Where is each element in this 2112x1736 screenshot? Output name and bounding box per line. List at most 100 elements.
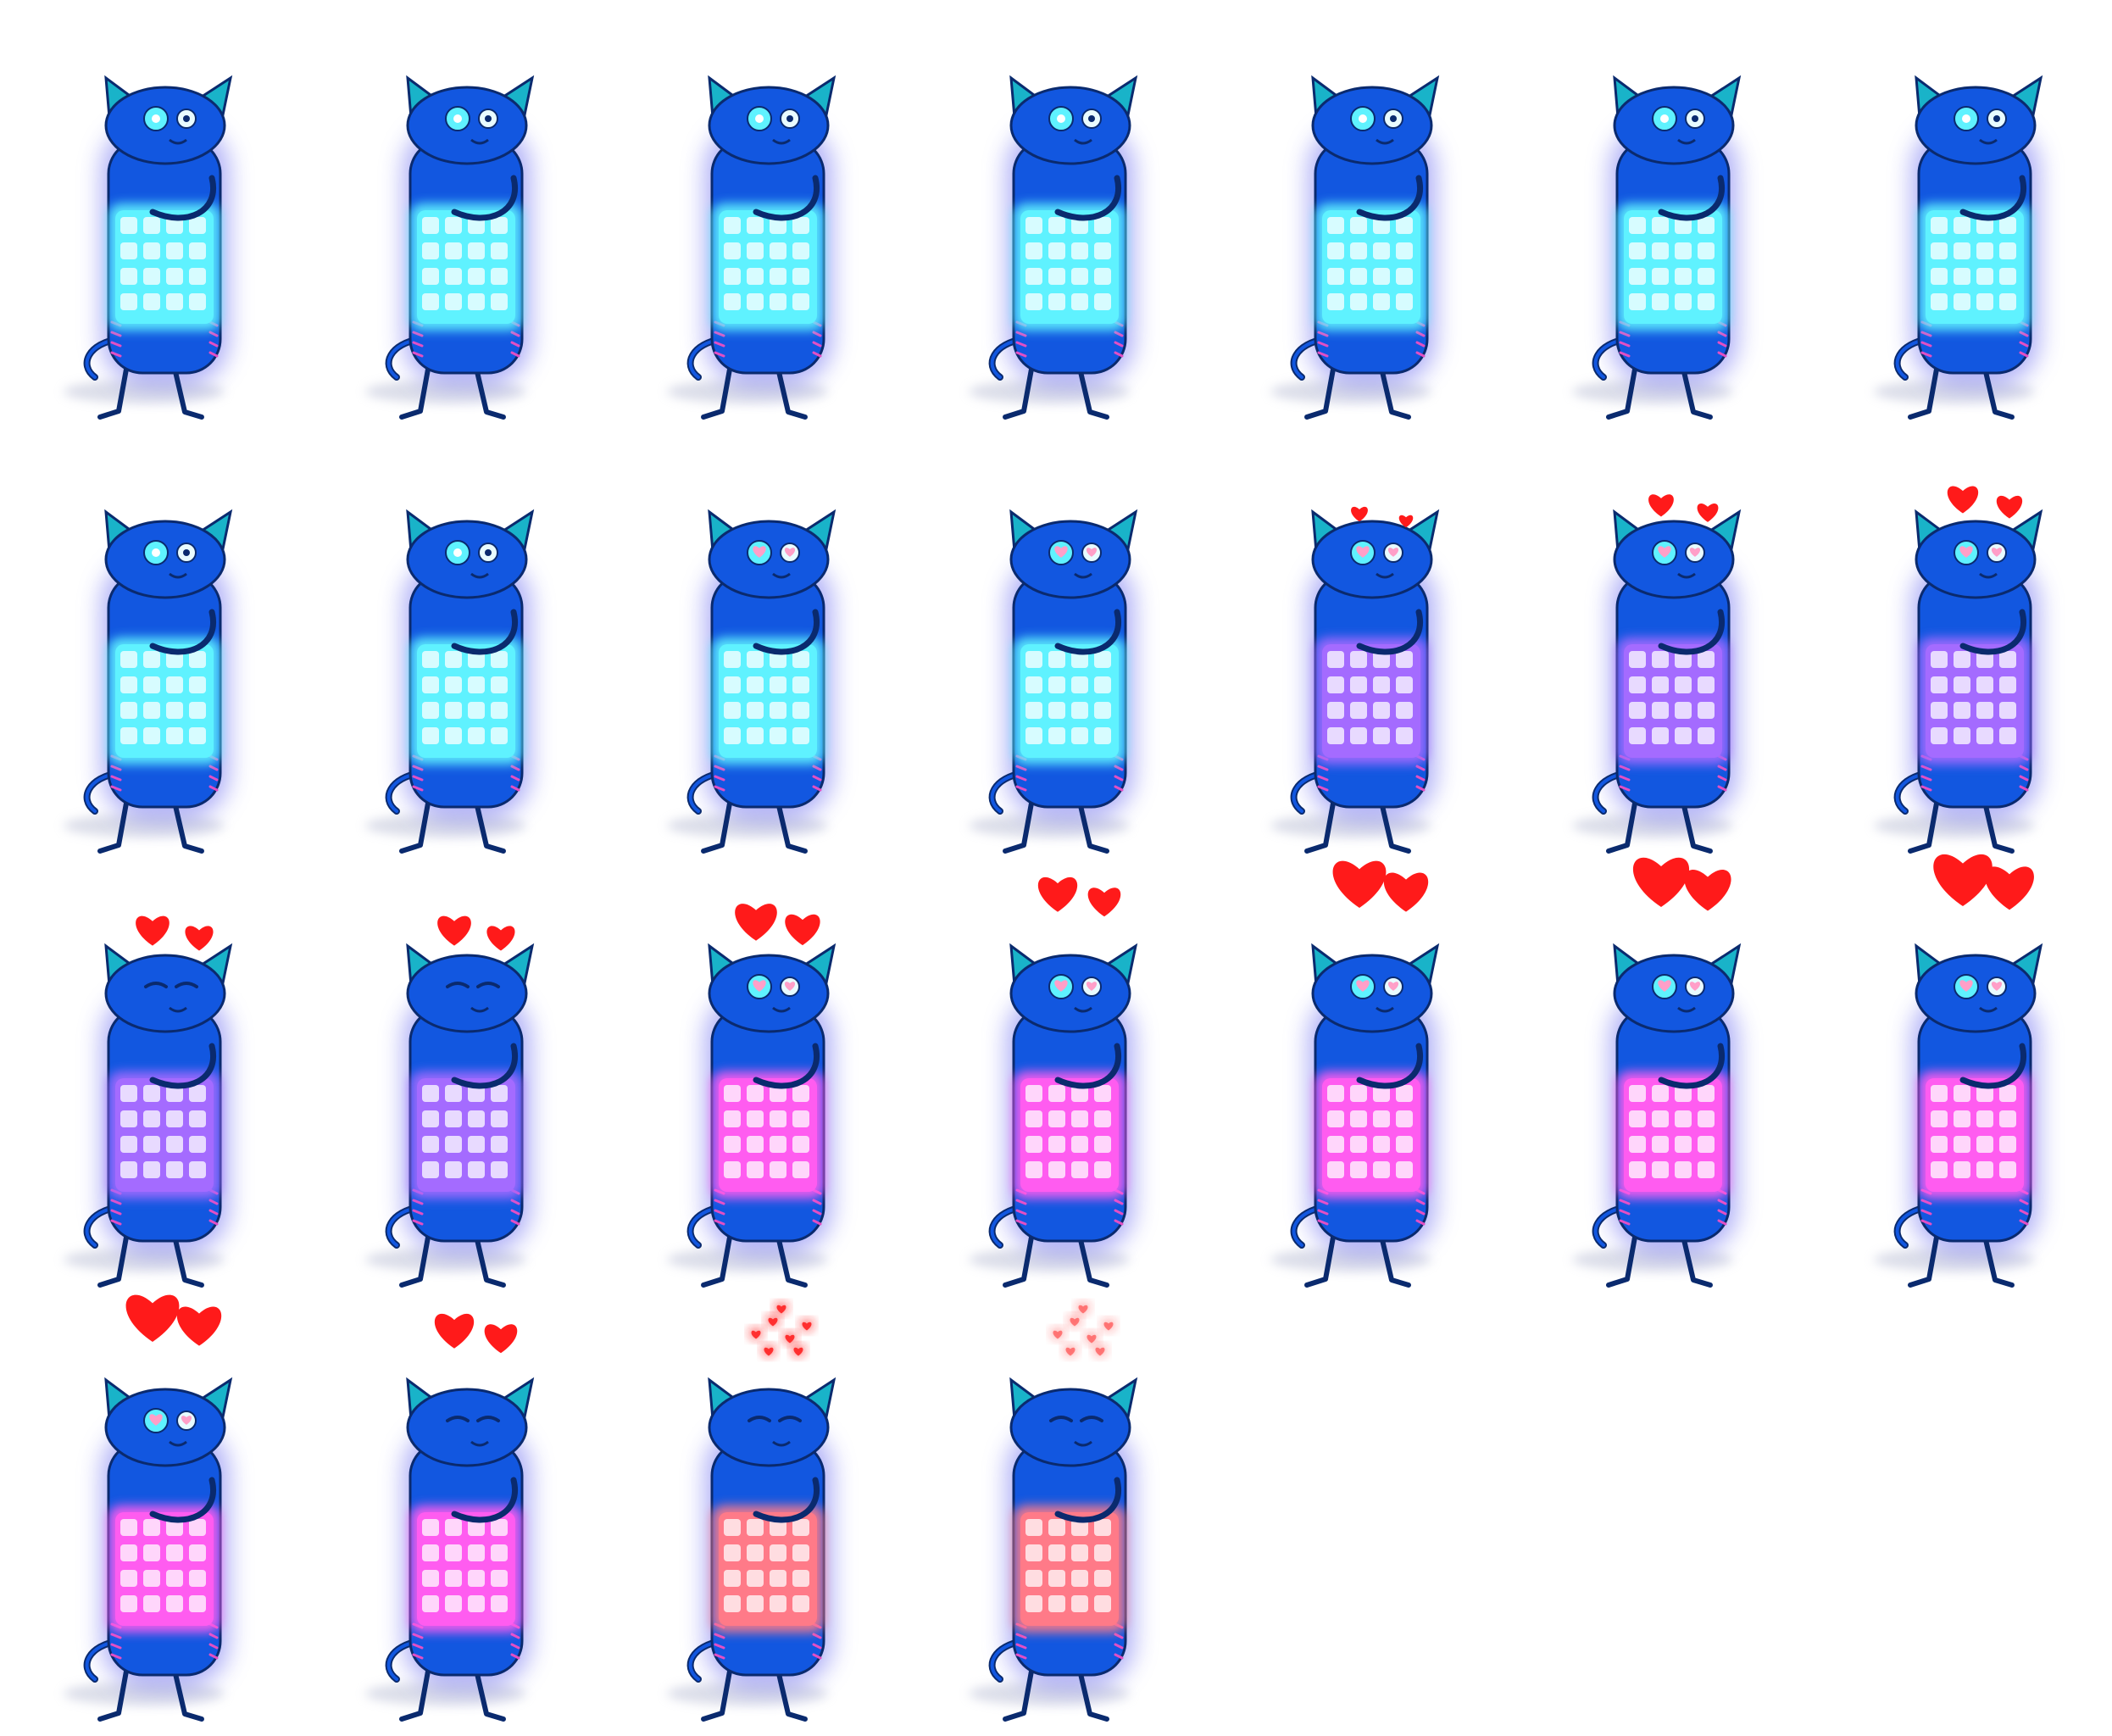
mouth bbox=[1074, 1006, 1092, 1013]
arm bbox=[753, 609, 820, 655]
mouth bbox=[1979, 1006, 1998, 1013]
app-icons bbox=[1931, 217, 2016, 310]
legs bbox=[1003, 362, 1109, 420]
phone-screen bbox=[115, 1078, 214, 1192]
arm bbox=[451, 1043, 518, 1089]
app-icons bbox=[1931, 651, 2016, 744]
arm bbox=[1054, 175, 1121, 221]
ground-shadow bbox=[1270, 380, 1431, 403]
app-icons bbox=[724, 1519, 809, 1612]
ground-shadow bbox=[365, 380, 526, 403]
app-icons bbox=[120, 1085, 206, 1178]
arm bbox=[1356, 1043, 1423, 1089]
phone-screen bbox=[417, 210, 515, 324]
ground-shadow bbox=[64, 1248, 225, 1271]
legs bbox=[701, 796, 808, 854]
cat-eyes bbox=[445, 106, 498, 131]
app-icons bbox=[422, 1519, 508, 1612]
cat-sprite bbox=[667, 509, 836, 854]
arm bbox=[451, 175, 518, 221]
arm bbox=[1054, 1043, 1121, 1089]
app-icons bbox=[1629, 217, 1715, 310]
cat-sprite bbox=[667, 1303, 836, 1722]
app-icons bbox=[1629, 651, 1715, 744]
mouth bbox=[772, 1006, 791, 1013]
floating-hearts bbox=[1051, 1303, 1115, 1357]
cat-sprite bbox=[365, 75, 535, 420]
ground-shadow bbox=[969, 1682, 1130, 1705]
floating-hearts bbox=[1332, 860, 1429, 912]
cat-sprite bbox=[365, 1313, 535, 1722]
mouth bbox=[772, 138, 791, 145]
floating-hearts bbox=[1037, 876, 1121, 917]
floating-hearts bbox=[1351, 506, 1414, 528]
phone-screen bbox=[1926, 1078, 2024, 1192]
cat-sprite bbox=[1874, 854, 2043, 1288]
legs bbox=[1304, 1230, 1411, 1288]
floating-hearts bbox=[735, 904, 820, 946]
ground-shadow bbox=[1572, 1248, 1733, 1271]
cat-sprite bbox=[1572, 494, 1742, 854]
cat-sprite bbox=[64, 1294, 233, 1722]
ground-shadow bbox=[1874, 1248, 2035, 1271]
sprite-frame bbox=[302, 1302, 603, 1736]
cat-eyes bbox=[144, 982, 198, 988]
ground-shadow bbox=[969, 380, 1130, 403]
ground-shadow bbox=[1572, 814, 1733, 837]
sprite-frame bbox=[905, 1302, 1207, 1736]
phone-screen bbox=[1020, 1512, 1119, 1626]
cat-eyes bbox=[747, 540, 800, 565]
ground-shadow bbox=[667, 380, 828, 403]
app-icons bbox=[422, 217, 508, 310]
arm bbox=[1959, 609, 2026, 655]
floating-hearts bbox=[1648, 494, 1719, 522]
legs bbox=[1304, 362, 1411, 420]
legs bbox=[399, 796, 506, 854]
mouth bbox=[470, 1440, 489, 1447]
cat-sprite bbox=[64, 915, 233, 1288]
sprite-frame bbox=[603, 1302, 905, 1736]
cat-eyes bbox=[1048, 974, 1102, 999]
ground-shadow bbox=[1270, 814, 1431, 837]
legs bbox=[97, 362, 204, 420]
arm bbox=[753, 1043, 820, 1089]
legs bbox=[399, 362, 506, 420]
ground-shadow bbox=[667, 1682, 828, 1705]
mouth bbox=[169, 1440, 187, 1447]
arm bbox=[1658, 1043, 1725, 1089]
arm bbox=[149, 1043, 216, 1089]
phone-screen bbox=[1020, 644, 1119, 758]
legs bbox=[1003, 1230, 1109, 1288]
cat-head bbox=[1009, 75, 1138, 165]
legs bbox=[1908, 1230, 2015, 1288]
sprite-frame bbox=[1810, 0, 2112, 434]
sprite-frame bbox=[603, 434, 905, 868]
cat-sprite bbox=[64, 509, 233, 854]
cat-head bbox=[708, 1377, 836, 1467]
phone-screen bbox=[115, 644, 214, 758]
ground-shadow bbox=[1874, 814, 2035, 837]
legs bbox=[1003, 796, 1109, 854]
mouth bbox=[1677, 138, 1696, 145]
cat-eyes bbox=[1049, 1416, 1103, 1422]
phone-screen bbox=[1322, 1078, 1420, 1192]
cat-eyes bbox=[1652, 540, 1705, 565]
phone-screen bbox=[1020, 210, 1119, 324]
app-icons bbox=[1025, 1085, 1111, 1178]
app-icons bbox=[724, 651, 809, 744]
ground-shadow bbox=[64, 380, 225, 403]
mouth bbox=[470, 138, 489, 145]
app-icons bbox=[1931, 1085, 2016, 1178]
sprite-frame bbox=[1207, 0, 1509, 434]
legs bbox=[1908, 796, 2015, 854]
cat-head bbox=[406, 1377, 535, 1467]
ground-shadow bbox=[1572, 380, 1733, 403]
sprite-frame bbox=[1509, 434, 1810, 868]
cat-eyes bbox=[143, 540, 197, 565]
cat-sprite bbox=[667, 904, 836, 1288]
mouth bbox=[470, 1006, 489, 1013]
sprite-frame bbox=[603, 0, 905, 434]
arm bbox=[1959, 175, 2026, 221]
legs bbox=[97, 1664, 204, 1722]
cat-eyes bbox=[445, 540, 498, 565]
